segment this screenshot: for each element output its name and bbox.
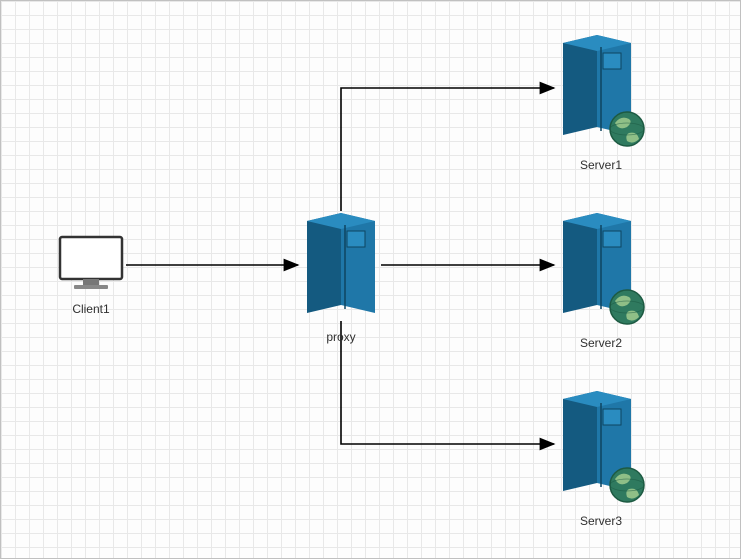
node-client1: Client1 [56,233,126,316]
diagram-canvas: Client1 proxy Server1 [0,0,741,559]
edge-proxy-server1 [341,88,554,211]
node-server3: Server3 [557,389,645,528]
node-proxy: proxy [301,211,381,344]
web-server-icon [557,211,645,327]
server-icon [301,211,381,321]
node-proxy-label: proxy [301,330,381,344]
node-server3-label: Server3 [557,514,645,528]
web-server-icon [557,389,645,505]
node-client1-label: Client1 [56,302,126,316]
node-server1-label: Server1 [557,158,645,172]
web-server-icon [557,33,645,149]
node-server2-label: Server2 [557,336,645,350]
node-server2: Server2 [557,211,645,350]
monitor-icon [56,233,126,293]
node-server1: Server1 [557,33,645,172]
